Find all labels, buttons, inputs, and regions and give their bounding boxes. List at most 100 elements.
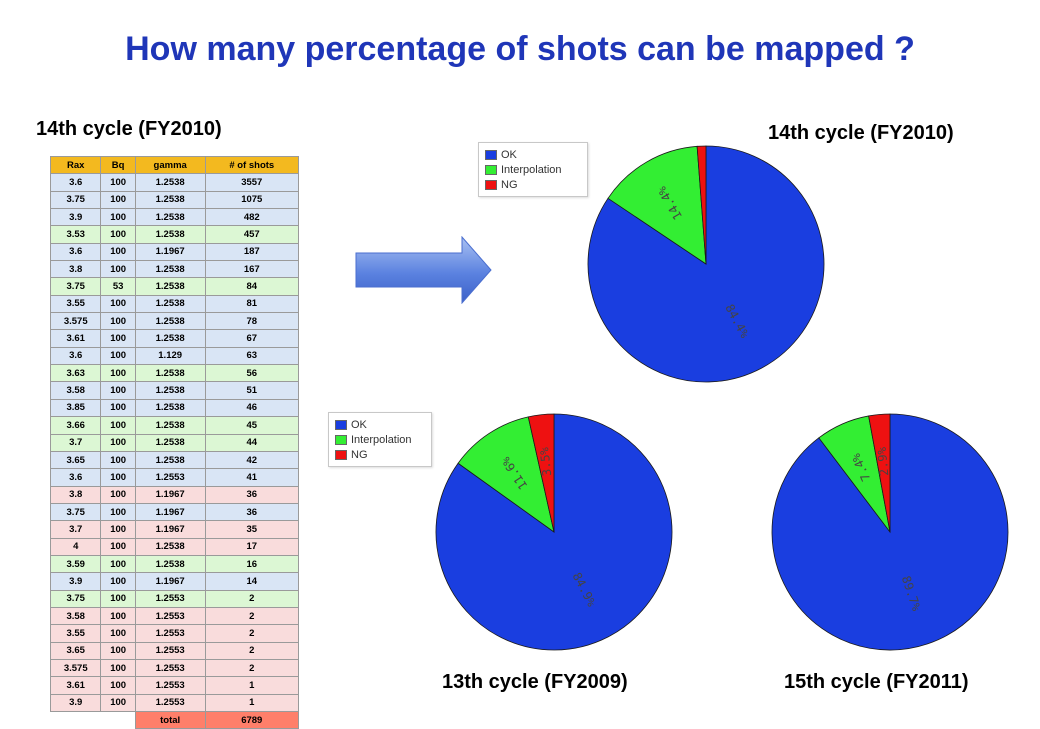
table-cell: 100 [100,520,136,539]
pie-title-14th: 14th cycle (FY2010) [768,122,954,144]
table-cell: 36 [204,502,300,522]
table-row: 3.85 100 1.2538 46 [49,398,300,418]
table-cell: 1 [204,693,300,713]
table-cell: 42 [204,450,300,470]
pie-chart-14th-cycle: 84.4%14.4% [587,145,825,383]
table-cell: 3.65 [49,641,102,660]
table-cell: 100 [100,190,136,210]
table-cell: 3.66 [49,416,102,435]
table-row: 4 100 1.2538 17 [49,537,300,556]
table-cell: 100 [100,364,136,383]
table-cell: 3.575 [49,658,102,678]
table-row: 3.9 100 1.2553 1 [49,693,300,713]
pie-slice-ng [868,413,891,533]
table-row: 3.575 100 1.2553 2 [49,658,300,678]
legend-label: OK [351,418,367,431]
table-cell: 100 [100,537,136,556]
table-cell: 1.2538 [134,260,206,279]
table-cell: 3.8 [49,260,102,279]
table-row: 3.75 100 1.2538 1075 [49,190,300,210]
table-row: 3.58 100 1.2538 51 [49,381,300,400]
table-row: 3.58 100 1.2553 2 [49,606,300,626]
legend-item: NG [335,447,425,462]
table-cell: 84 [204,277,300,296]
legend-item: Interpolation [485,162,581,177]
table-cell: 100 [100,433,136,452]
table-cell: 1.2538 [134,208,206,227]
table-cell: 56 [204,364,300,383]
total-label: total [134,710,206,729]
pie-value-label: 3.5% [537,446,554,477]
table-cell: 67 [204,329,300,348]
table-cell: 81 [204,294,300,314]
table-cell: 3.8 [49,485,102,504]
pie-slice-ng [696,145,707,265]
table-cell: 3.59 [49,554,102,574]
pie-slice-ok [587,145,825,383]
table-cell: 1.1967 [134,502,206,522]
table-cell: 100 [100,502,136,522]
total-value: 6789 [204,710,300,729]
table-row: 3.55 100 1.2553 2 [49,624,300,643]
table-cell: 3.65 [49,450,102,470]
table-cell: 36 [204,485,300,504]
total-spacer [51,712,101,729]
legend-swatch-ok [335,419,347,430]
table-cell: 1.1967 [134,572,206,591]
pie-chart-15th-cycle: 89.7%7.4% 2.9% [771,413,1009,651]
table-cell: 100 [100,554,136,574]
table-cell: 17 [204,537,300,556]
table-cell: 1.2553 [134,468,206,487]
table-cell: 1.2538 [134,364,206,383]
table-row: 3.6 100 1.2553 41 [49,468,300,487]
pie-slice-interpolation [607,145,707,265]
table-cell: 100 [100,260,136,279]
table-cell: 100 [100,606,136,626]
table-cell: 3.85 [49,398,102,418]
legend-item: OK [335,417,425,432]
table-row: 3.6 100 1.129 63 [49,346,300,366]
legend-item: OK [485,147,581,162]
legend-swatch-ng [335,449,347,460]
shots-table: Rax Bq gamma # of shots 3.6 100 1.2538 3557… [49,155,300,729]
column-header-gamma: gamma [134,155,206,175]
pie-value-label: 2.9% [875,446,892,477]
table-cell: 1.2538 [134,190,206,210]
table-cell: 51 [204,381,300,400]
table-row: 3.65 100 1.2553 2 [49,641,300,660]
table-row: 3.6 100 1.2538 3557 [49,173,300,192]
table-row: 3.7 100 1.2538 44 [49,433,300,452]
table-cell: 1.1967 [134,520,206,539]
table-cell: 457 [204,225,300,244]
table-cell: 100 [100,676,136,695]
table-cell: 2 [204,658,300,678]
table-cell: 45 [204,416,300,435]
table-cell: 35 [204,520,300,539]
table-row: 3.65 100 1.2538 42 [49,450,300,470]
table-cell: 167 [204,260,300,279]
legend-swatch-interpolation [335,434,347,445]
legend-label: Interpolation [501,163,562,176]
table-cell: 482 [204,208,300,227]
table-cell: 100 [100,641,136,660]
table-cell: 14 [204,572,300,591]
table-cell: 3.75 [49,589,102,608]
table-cell: 16 [204,554,300,574]
table-cell: 1.2538 [134,312,206,331]
right-arrow-icon [355,236,492,304]
pie-title-15th: 15th cycle (FY2011) [784,671,969,693]
legend-pie-14th: OK Interpolation NG [478,142,588,197]
table-cell: 100 [100,242,136,262]
table-cell: 63 [204,346,300,366]
column-header-rax: Rax [49,155,102,175]
table-cell: 2 [204,606,300,626]
table-cell: 100 [100,468,136,487]
table-row: 3.6 100 1.1967 187 [49,242,300,262]
table-cell: 100 [100,572,136,591]
legend-label: OK [501,148,517,161]
column-header-bq: Bq [100,155,136,175]
table-cell: 1.1967 [134,242,206,262]
table-cell: 41 [204,468,300,487]
total-row: total 6789 [51,710,300,729]
table-cell: 1.2538 [134,398,206,418]
